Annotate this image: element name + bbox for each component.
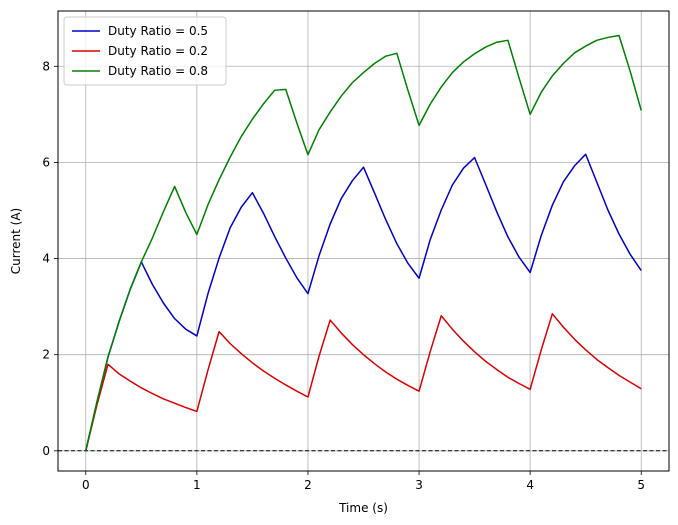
y-axis-label: Current (A) xyxy=(9,208,23,274)
x-tick-label: 0 xyxy=(82,478,90,492)
x-tick-label: 1 xyxy=(193,478,201,492)
axis-ticks: 0 1 2 3 4 5 0 2 4 6 8 xyxy=(42,59,645,492)
series-lines xyxy=(85,34,642,451)
legend-label-3: Duty Ratio = 0.8 xyxy=(108,64,208,78)
legend-box xyxy=(63,16,227,86)
x-tick-label: 4 xyxy=(526,478,534,492)
series-line-2 xyxy=(85,313,642,451)
x-tick-label: 5 xyxy=(637,478,645,492)
y-tick-label: 4 xyxy=(42,252,50,266)
legend: Duty Ratio = 0.5 Duty Ratio = 0.2 Duty Rat… xyxy=(63,16,227,86)
x-tick-label: 3 xyxy=(415,478,423,492)
legend-label-2: Duty Ratio = 0.2 xyxy=(108,44,208,58)
y-tick-label: 8 xyxy=(42,59,50,73)
x-tick-label: 2 xyxy=(304,478,312,492)
series-line-1 xyxy=(85,153,642,451)
series-line-3 xyxy=(85,34,642,451)
x-axis-label: Time (s) xyxy=(338,501,388,515)
plot-frame xyxy=(57,10,670,472)
y-tick-label: 6 xyxy=(42,155,50,169)
legend-label-1: Duty Ratio = 0.5 xyxy=(108,24,208,38)
y-tick-label: 2 xyxy=(42,348,50,362)
y-tick-label: 0 xyxy=(42,444,50,458)
